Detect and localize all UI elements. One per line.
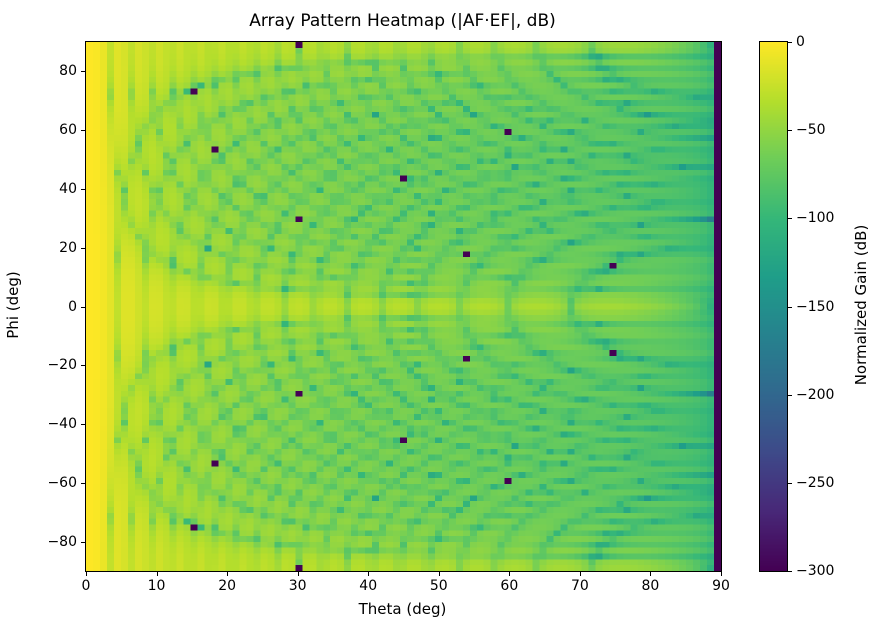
chart-title: Array Pattern Heatmap (|AF·EF|, dB) [249,11,556,31]
x-tick-mark [156,572,158,576]
colorbar-tick-mark [788,218,792,220]
colorbar-tick-label: −300 [796,563,835,579]
y-tick-label: −40 [47,416,77,433]
y-tick-mark [81,188,85,190]
x-tick-mark [297,572,299,576]
x-tick-mark [721,572,722,576]
y-tick-label: −80 [47,533,77,550]
colorbar-tick-mark [788,130,792,132]
x-tick-label: 80 [641,578,660,594]
y-tick-mark [81,306,85,308]
colorbar-tick-label: 0 [796,34,805,50]
x-tick-label: 60 [500,578,519,594]
y-tick-mark [81,130,85,132]
colorbar-tick-label: −250 [796,474,835,491]
x-axis-label: Theta (deg) [358,600,447,618]
y-tick-label: 60 [59,122,77,139]
colorbar-label: Normalized Gain (dB) [852,224,870,386]
y-tick-label: 0 [68,298,77,315]
y-axis-label: Phi (deg) [4,271,22,339]
y-tick-mark [81,482,85,484]
y-tick-label: −60 [47,474,77,491]
x-tick-mark [650,572,652,576]
x-tick-label: 40 [359,578,378,594]
y-tick-label: 40 [59,180,77,197]
x-tick-mark [227,572,229,576]
colorbar-tick-label: −200 [796,386,835,403]
x-tick-mark [509,572,511,576]
colorbar-tick-label: −50 [796,122,826,139]
x-tick-mark [438,572,440,576]
y-tick-mark [81,541,85,543]
y-tick-mark [81,247,85,249]
x-tick-label: 30 [288,578,307,594]
colorbar [759,41,788,572]
colorbar-tick-mark [788,42,792,43]
colorbar-tick-mark [788,482,792,484]
heatmap-plot-area [85,41,722,572]
colorbar-tick-label: −100 [796,210,835,227]
y-tick-label: −20 [47,357,77,374]
heatmap-canvas [86,42,721,571]
x-tick-label: 10 [147,578,166,594]
x-tick-label: 50 [429,578,448,594]
colorbar-tick-mark [788,394,792,396]
x-tick-label: 70 [570,578,589,594]
x-tick-label: 20 [218,578,237,594]
y-tick-mark [81,365,85,367]
y-tick-label: 80 [59,63,77,80]
colorbar-tick-label: −150 [796,298,835,315]
y-tick-mark [81,71,85,73]
x-tick-mark [86,572,87,576]
colorbar-tick-mark [788,571,792,572]
colorbar-canvas [760,42,787,571]
x-tick-mark [579,572,581,576]
x-tick-mark [368,572,370,576]
x-tick-label: 0 [81,578,91,594]
y-tick-label: 20 [59,239,77,256]
colorbar-tick-mark [788,306,792,308]
x-tick-label: 90 [712,578,730,594]
y-tick-mark [81,424,85,426]
